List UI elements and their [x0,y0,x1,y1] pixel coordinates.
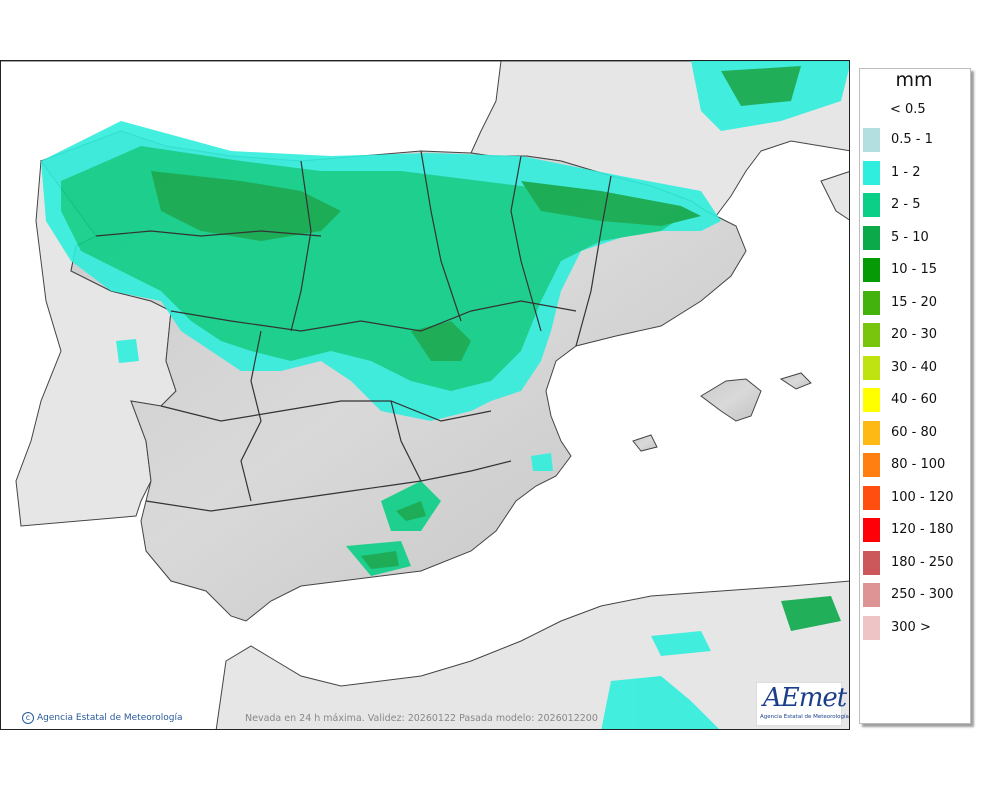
legend-swatch [863,258,880,282]
legend-swatch [863,485,880,510]
legend-label: 30 - 40 [891,359,938,375]
legend-label: 100 - 120 [891,489,954,505]
legend-label: 2 - 5 [891,197,921,212]
legend-row: 120 - 180 [863,518,967,542]
legend-swatch [863,290,880,315]
legend-row: 0.5 - 1 [863,128,967,152]
legend-row: 1 - 2 [863,160,967,185]
legend-row: 30 - 40 [863,355,967,380]
legend-row: 40 - 60 [863,388,967,412]
aemet-logo[interactable]: AEmet Agencia Estatal de Meteorología [756,682,849,726]
legend-label: 10 - 15 [891,262,938,277]
legend-row: 100 - 120 [863,485,967,510]
legend-row: 80 - 100 [863,453,967,477]
legend-row: 300 > [863,615,967,640]
legend-swatch [863,323,880,347]
legend-label: 1 - 2 [891,164,921,180]
mallorca [700,378,762,422]
legend-row: 15 - 20 [863,290,967,315]
credit[interactable]: c Agencia Estatal de Meteorología [22,712,183,724]
legend: mm < 0.5 0.5 - 1 1 - 2 2 - 5 5 - 10 10 - 15 1… [859,68,971,724]
logo-word: AEmet [763,683,847,713]
legend-lowest-label: < 0.5 [890,102,926,117]
snow-overlay [41,61,849,729]
legend-label: 300 > [891,619,931,635]
legend-label: 20 - 30 [891,327,938,342]
land-northeast [820,171,849,221]
menorca [779,372,812,390]
snowfall-map [1,61,849,729]
legend-row: 250 - 300 [863,583,967,607]
legend-row: 20 - 30 [863,323,967,347]
legend-label: 60 - 80 [891,424,938,440]
legend-swatch [863,453,880,477]
legend-label: 0.5 - 1 [891,132,933,147]
legend-swatch [863,583,880,607]
legend-row: 60 - 80 [863,420,967,445]
legend-label: 250 - 300 [891,587,954,602]
legend-row: 180 - 250 [863,550,967,575]
legend-row: 10 - 15 [863,258,967,282]
legend-swatch [863,615,880,640]
legend-label: 80 - 100 [891,457,946,472]
copyright-icon: c [22,712,34,724]
legend-label: 15 - 20 [891,294,938,310]
logo-subtitle: Agencia Estatal de Meteorología [760,714,849,720]
legend-row: 2 - 5 [863,193,967,217]
legend-row: 5 - 10 [863,225,967,250]
legend-title: mm [895,69,933,91]
legend-label: 40 - 60 [891,392,938,407]
region-borders [95,150,612,512]
ibiza [632,434,658,452]
map-frame [0,60,850,730]
africa-land [215,580,849,729]
legend-swatch [863,420,880,445]
legend-label: 180 - 250 [891,554,954,570]
legend-label: 5 - 10 [891,229,929,245]
map-footer: Nevada en 24 h máxima. Validez: 20260122… [245,713,598,724]
legend-swatch [863,225,880,250]
legend-swatch [863,355,880,380]
legend-swatch [863,550,880,575]
legend-swatch [863,518,880,542]
credit-text: Agencia Estatal de Meteorología [37,713,183,723]
legend-swatch [863,193,880,217]
legend-swatch [863,128,880,152]
legend-swatch [863,388,880,412]
legend-label: 120 - 180 [891,522,954,537]
legend-swatch [863,160,880,185]
